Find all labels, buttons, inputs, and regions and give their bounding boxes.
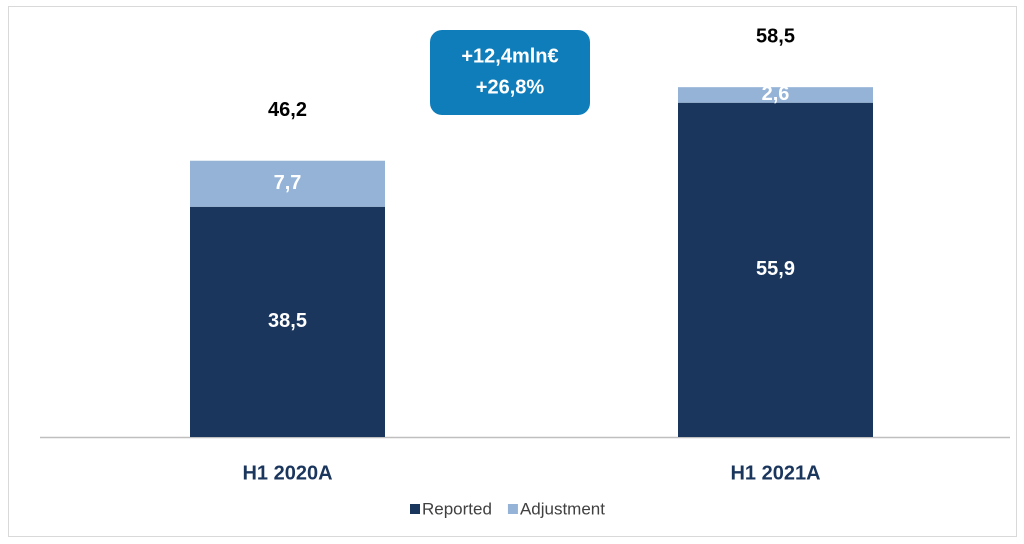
legend-label: Reported	[422, 499, 492, 518]
legend-swatch	[410, 504, 420, 514]
value-label: 7,7	[274, 172, 302, 194]
value-label: 55,9	[756, 258, 795, 280]
x-tick-label: H1 2021A	[730, 462, 820, 484]
bar-segment	[678, 87, 873, 103]
value-label: 2,6	[762, 83, 790, 105]
bar-segment	[190, 160, 385, 207]
total-label: 46,2	[268, 99, 307, 121]
annotation-text: +12,4mln€	[461, 45, 558, 67]
bar-segment	[190, 206, 385, 437]
value-label: 38,5	[268, 310, 307, 332]
legend-label: Adjustment	[520, 499, 605, 518]
total-label: 58,5	[756, 25, 795, 47]
chart-frame	[8, 6, 1017, 537]
annotation-box	[430, 30, 590, 115]
bar-segment	[678, 102, 873, 437]
x-tick-label: H1 2020A	[242, 462, 332, 484]
legend-swatch	[507, 504, 518, 514]
annotation-text: +26,8%	[476, 76, 545, 98]
